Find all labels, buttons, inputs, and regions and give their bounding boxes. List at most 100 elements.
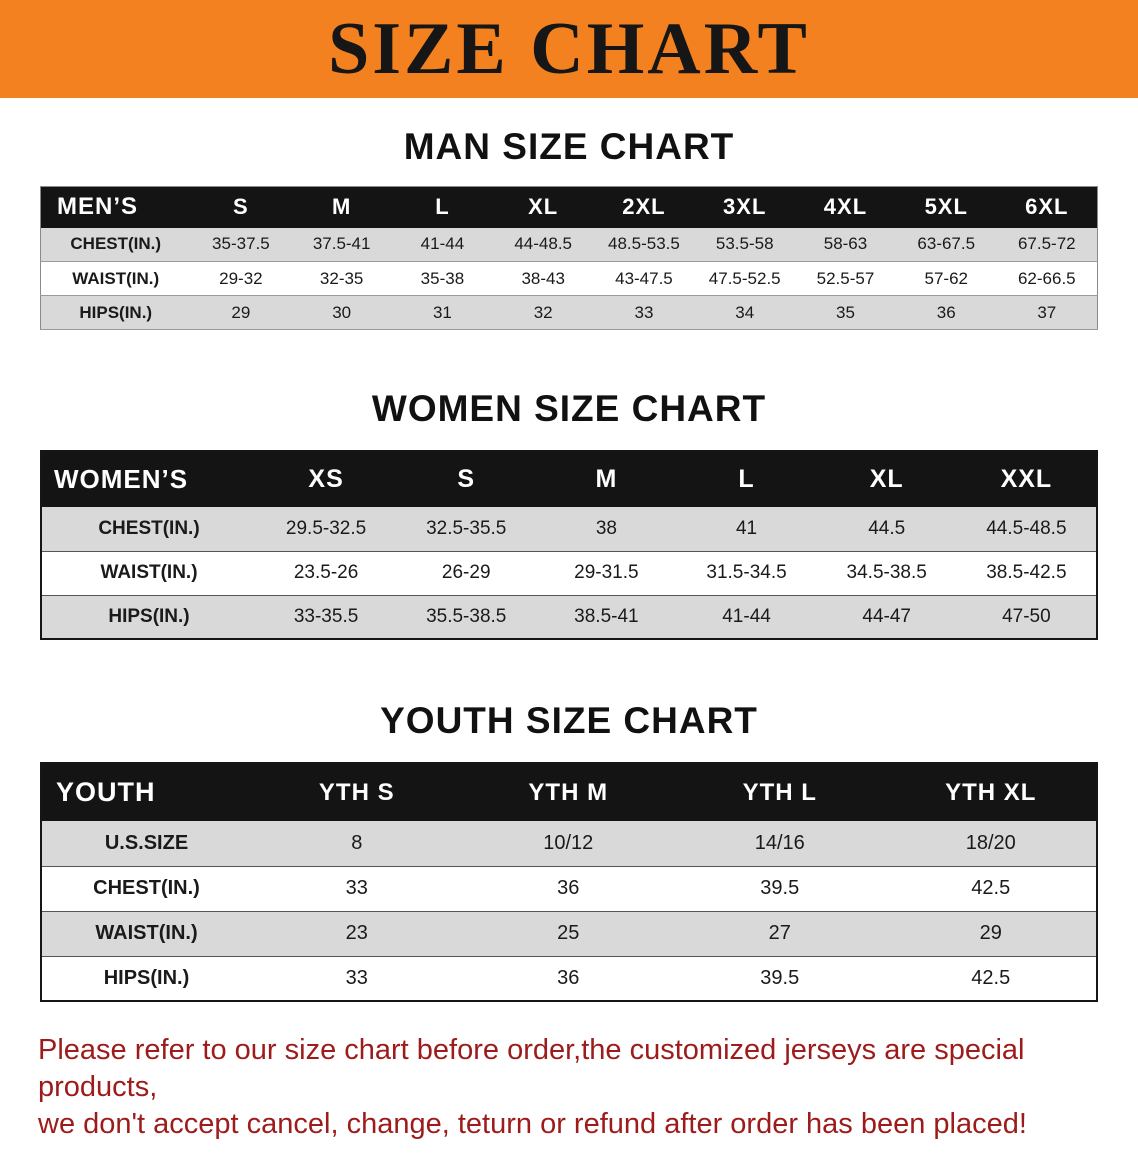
men-waist-in-value-4xl: 52.5-57 <box>816 268 875 288</box>
women-waist-in-value-l: 31.5-34.5 <box>706 562 787 583</box>
order-policy-line-2: we don't accept cancel, change, teturn o… <box>38 1108 1027 1141</box>
men-row-chest-in: CHEST(IN.) 35-37.5 37.5-41 41-44 44-48.5 48.5… <box>40 227 1098 262</box>
women-hips-in-value-xxl: 47-50 <box>1002 605 1051 627</box>
youth-size-table: YOUTH YTH S YTH M YTH L YTH XL U.S.SIZE 8 10/12… <box>40 762 1098 1002</box>
women-size-header-l: L <box>676 451 817 507</box>
men-chest-in-value-6xl: 67.5-72 <box>1017 234 1076 254</box>
youth-row-chest-in: CHEST(IN.) 33 36 39.5 42.5 <box>41 866 1097 911</box>
youth-hips-in-value-yth-xl: 42.5 <box>971 966 1011 989</box>
men-waist-in-value-l: 35-38 <box>420 268 465 288</box>
men-hips-in-value-4xl: 35 <box>836 302 855 322</box>
youth-row-label-hips-in: HIPS(IN.) <box>103 966 190 989</box>
order-policy-line-1: Please refer to our size chart before or… <box>38 1034 1025 1104</box>
women-row-label-chest-in: CHEST(IN.) <box>98 517 200 539</box>
women-chest-in-value-m: 38 <box>595 517 617 539</box>
men-waist-in-value-xl: 38-43 <box>521 268 565 288</box>
size-chart-banner: SIZE CHART <box>0 0 1138 98</box>
men-waist-in-value-s: 29-32 <box>219 268 263 288</box>
men-hips-in-value-2xl: 33 <box>634 302 654 322</box>
youth-size-header-yth-xl: YTH XL <box>885 763 1097 821</box>
youth-hips-in-value-yth-m: 36 <box>557 966 580 989</box>
men-size-header-3xl: 3XL <box>694 186 796 228</box>
men-waist-in-value-6xl: 62-66.5 <box>1017 268 1076 288</box>
women-row-label-hips-in: HIPS(IN.) <box>108 605 190 627</box>
women-size-header-m: M <box>536 451 677 507</box>
women-hips-in-value-s: 35.5-38.5 <box>426 605 507 627</box>
youth-size-header-yth-s: YTH S <box>251 763 463 821</box>
men-size-header-m: M <box>291 186 393 228</box>
youth-hips-in-value-yth-l: 39.5 <box>760 966 800 989</box>
youth-chest-in-value-yth-s: 33 <box>345 877 368 899</box>
men-size-header-xl: XL <box>492 186 594 228</box>
youth-waist-in-value-yth-xl: 29 <box>979 922 1002 944</box>
men-waist-in-value-m: 32-35 <box>319 268 364 288</box>
order-policy-notice: Please refer to our size chart before or… <box>0 1032 1138 1169</box>
women-row-label-waist-in: WAIST(IN.) <box>100 562 198 583</box>
men-hips-in-value-m: 30 <box>332 302 352 322</box>
men-hips-in-value-3xl: 34 <box>735 302 755 322</box>
men-chart-heading: MAN SIZE CHART <box>403 126 735 167</box>
youth-waist-in-value-yth-m: 25 <box>557 922 580 944</box>
women-table-title: WOMEN’S <box>41 451 256 507</box>
women-chest-in-value-l: 41 <box>735 517 758 539</box>
men-header-row: MEN’S S M L XL 2XL 3XL 4XL 5XL 6XL <box>40 186 1098 228</box>
men-chest-in-value-s: 35-37.5 <box>212 234 270 254</box>
men-chest-in-value-m: 37.5-41 <box>312 234 371 254</box>
men-size-header-l: L <box>392 186 493 228</box>
youth-size-header-yth-l: YTH L <box>674 763 886 821</box>
page-title: SIZE CHART <box>328 8 810 90</box>
youth-chest-in-value-yth-xl: 42.5 <box>971 877 1011 899</box>
women-size-header-xl: XL <box>816 451 957 507</box>
men-chest-in-value-xl: 44-48.5 <box>514 234 573 254</box>
women-waist-in-value-xl: 34.5-38.5 <box>846 562 927 583</box>
youth-row-u-s-size: U.S.SIZE 8 10/12 14/16 18/20 <box>41 821 1097 866</box>
men-hips-in-value-xl: 32 <box>533 302 553 322</box>
youth-row-label-waist-in: WAIST(IN.) <box>95 922 198 944</box>
men-chest-in-value-5xl: 63-67.5 <box>917 234 976 254</box>
men-waist-in-value-3xl: 47.5-52.5 <box>708 268 781 288</box>
women-row-chest-in: CHEST(IN.) 29.5-32.5 32.5-35.5 38 41 44.5 44.5… <box>41 507 1097 551</box>
men-row-label-hips-in: HIPS(IN.) <box>79 302 153 322</box>
women-row-hips-in: HIPS(IN.) 33-35.5 35.5-38.5 38.5-41 41-44 44-… <box>41 595 1097 639</box>
youth-u-s-size-value-yth-xl: 18/20 <box>965 831 1016 854</box>
men-size-table: MEN’S S M L XL 2XL 3XL 4XL 5XL 6XL CHEST(IN.) 35-37… <box>40 186 1098 330</box>
men-size-header-6xl: 6XL <box>996 186 1098 228</box>
men-size-chart-section: MAN SIZE CHART MEN’S S M L XL 2XL 3XL 4XL 5XL 6XL… <box>0 126 1138 330</box>
women-waist-in-value-xs: 23.5-26 <box>293 562 359 583</box>
women-row-waist-in: WAIST(IN.) 23.5-26 26-29 29-31.5 31.5-34.5 34… <box>41 551 1097 595</box>
women-size-header-s: S <box>396 451 537 507</box>
youth-u-s-size-value-yth-s: 8 <box>351 831 363 854</box>
youth-size-chart-section: YOUTH SIZE CHART YOUTH YTH S YTH M YTH L YTH… <box>0 700 1138 1002</box>
women-waist-in-value-m: 29-31.5 <box>574 562 639 583</box>
men-size-header-2xl: 2XL <box>593 186 695 228</box>
women-size-header-xs: XS <box>256 451 397 507</box>
youth-row-label-u-s-size: U.S.SIZE <box>104 831 189 854</box>
women-chest-in-value-s: 32.5-35.5 <box>426 517 507 539</box>
women-size-chart-section: WOMEN SIZE CHART WOMEN’S XS S M L XL XXL CHEST(… <box>0 388 1138 640</box>
men-hips-in-value-l: 31 <box>432 302 452 322</box>
youth-size-header-yth-m: YTH M <box>462 763 674 821</box>
women-header-row: WOMEN’S XS S M L XL XXL <box>41 451 1097 507</box>
women-chest-in-value-xs: 29.5-32.5 <box>285 517 367 539</box>
men-size-header-5xl: 5XL <box>895 186 997 228</box>
men-table-title: MEN’S <box>40 186 191 228</box>
youth-table-title: YOUTH <box>41 763 251 821</box>
women-chest-in-value-xxl: 44.5-48.5 <box>986 517 1067 539</box>
women-hips-in-value-l: 41-44 <box>722 605 771 627</box>
men-waist-in-value-2xl: 43-47.5 <box>615 268 673 288</box>
women-chart-heading: WOMEN SIZE CHART <box>371 388 767 429</box>
men-chest-in-value-4xl: 58-63 <box>823 234 868 254</box>
youth-chart-heading: YOUTH SIZE CHART <box>380 700 758 741</box>
men-row-label-waist-in: WAIST(IN.) <box>72 268 160 288</box>
youth-chest-in-value-yth-l: 39.5 <box>760 877 800 899</box>
women-hips-in-value-xs: 33-35.5 <box>293 605 359 627</box>
men-chest-in-value-3xl: 53.5-58 <box>715 234 774 254</box>
men-chest-in-value-l: 41-44 <box>420 234 465 254</box>
youth-row-hips-in: HIPS(IN.) 33 36 39.5 42.5 <box>41 956 1097 1001</box>
women-waist-in-value-s: 26-29 <box>441 562 491 583</box>
youth-header-row: YOUTH YTH S YTH M YTH L YTH XL <box>41 763 1097 821</box>
men-row-waist-in: WAIST(IN.) 29-32 32-35 35-38 38-43 43-47.5 47.… <box>40 261 1098 296</box>
women-chest-in-value-xl: 44.5 <box>868 517 906 539</box>
women-size-table: WOMEN’S XS S M L XL XXL CHEST(IN.) 29.5-32.5 32.5… <box>40 450 1098 640</box>
